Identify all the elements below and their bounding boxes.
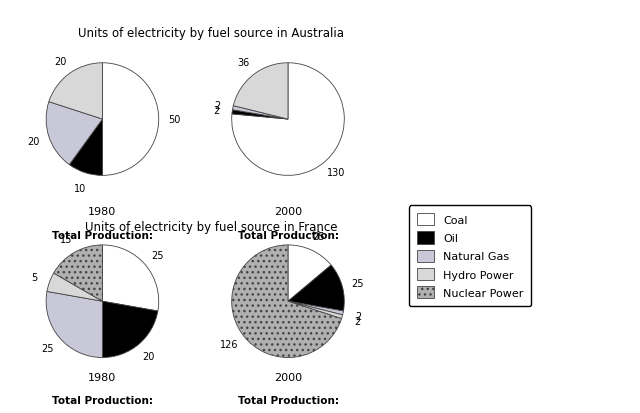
Text: 1980: 1980 (88, 373, 116, 382)
Wedge shape (232, 107, 288, 120)
Text: 2000: 2000 (274, 373, 302, 382)
Wedge shape (54, 245, 102, 301)
Text: 36: 36 (237, 58, 250, 68)
Text: 15: 15 (60, 234, 72, 244)
Text: 25: 25 (151, 250, 164, 260)
Wedge shape (288, 245, 331, 301)
Text: 2: 2 (355, 311, 362, 321)
Text: 25: 25 (312, 231, 324, 241)
Text: 130: 130 (328, 168, 346, 178)
Wedge shape (288, 301, 342, 319)
Wedge shape (288, 301, 344, 315)
Text: 2000: 2000 (274, 206, 302, 216)
Text: Total Production:: Total Production: (237, 395, 339, 405)
Text: Units of electricity by fuel source in France: Units of electricity by fuel source in F… (85, 221, 337, 234)
Wedge shape (232, 64, 344, 176)
Text: 20: 20 (143, 351, 155, 361)
Wedge shape (49, 64, 102, 120)
Text: Total Production:: Total Production: (237, 230, 339, 241)
Text: 25: 25 (41, 343, 54, 353)
Text: 126: 126 (220, 339, 239, 349)
Wedge shape (102, 64, 159, 176)
Legend: Coal, Oil, Natural Gas, Hydro Power, Nuclear Power: Coal, Oil, Natural Gas, Hydro Power, Nuc… (409, 206, 531, 306)
Text: 25: 25 (351, 278, 364, 288)
Text: Units of electricity by fuel source in Australia: Units of electricity by fuel source in A… (78, 26, 344, 40)
Wedge shape (46, 292, 102, 358)
Text: 50: 50 (168, 115, 180, 125)
Text: 100 units: 100 units (75, 252, 130, 262)
Text: Total Production:: Total Production: (52, 230, 153, 241)
Text: 20: 20 (28, 137, 40, 147)
Text: 170 units: 170 units (260, 252, 316, 262)
Wedge shape (46, 102, 102, 165)
Text: 2: 2 (213, 105, 220, 116)
Wedge shape (232, 110, 288, 120)
Wedge shape (69, 120, 102, 176)
Text: 10: 10 (74, 183, 86, 193)
Text: 2: 2 (214, 100, 221, 110)
Text: 1980: 1980 (88, 206, 116, 216)
Wedge shape (47, 273, 102, 301)
Wedge shape (232, 245, 342, 358)
Wedge shape (102, 301, 158, 358)
Text: Total Production:: Total Production: (52, 395, 153, 405)
Text: 20: 20 (54, 57, 66, 66)
Wedge shape (288, 266, 344, 311)
Text: 2: 2 (354, 316, 360, 326)
Wedge shape (102, 245, 159, 311)
Wedge shape (234, 64, 288, 120)
Text: 5: 5 (31, 272, 38, 282)
